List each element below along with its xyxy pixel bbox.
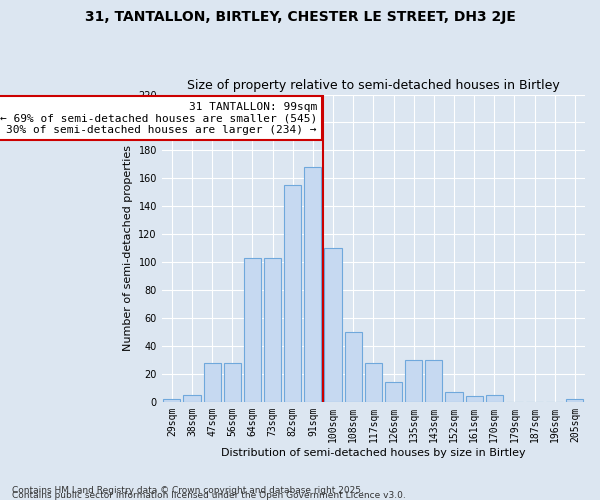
Text: Contains HM Land Registry data © Crown copyright and database right 2025.: Contains HM Land Registry data © Crown c… bbox=[12, 486, 364, 495]
Bar bbox=[163, 399, 181, 402]
Bar bbox=[284, 186, 301, 402]
Bar bbox=[385, 382, 402, 402]
Bar bbox=[184, 395, 200, 402]
Bar bbox=[325, 248, 341, 402]
Bar bbox=[566, 399, 583, 402]
Text: Contains public sector information licensed under the Open Government Licence v3: Contains public sector information licen… bbox=[12, 490, 406, 500]
Bar bbox=[264, 258, 281, 402]
Bar bbox=[304, 167, 322, 402]
Bar bbox=[344, 332, 362, 402]
Title: Size of property relative to semi-detached houses in Birtley: Size of property relative to semi-detach… bbox=[187, 79, 560, 92]
Bar bbox=[244, 258, 261, 402]
X-axis label: Distribution of semi-detached houses by size in Birtley: Distribution of semi-detached houses by … bbox=[221, 448, 526, 458]
Bar bbox=[445, 392, 463, 402]
Y-axis label: Number of semi-detached properties: Number of semi-detached properties bbox=[123, 145, 133, 351]
Bar bbox=[203, 362, 221, 402]
Bar bbox=[405, 360, 422, 402]
Bar bbox=[224, 362, 241, 402]
Bar bbox=[486, 395, 503, 402]
Bar bbox=[425, 360, 442, 402]
Text: 31 TANTALLON: 99sqm
← 69% of semi-detached houses are smaller (545)
30% of semi-: 31 TANTALLON: 99sqm ← 69% of semi-detach… bbox=[0, 102, 317, 134]
Bar bbox=[365, 362, 382, 402]
Bar bbox=[466, 396, 483, 402]
Text: 31, TANTALLON, BIRTLEY, CHESTER LE STREET, DH3 2JE: 31, TANTALLON, BIRTLEY, CHESTER LE STREE… bbox=[85, 10, 515, 24]
